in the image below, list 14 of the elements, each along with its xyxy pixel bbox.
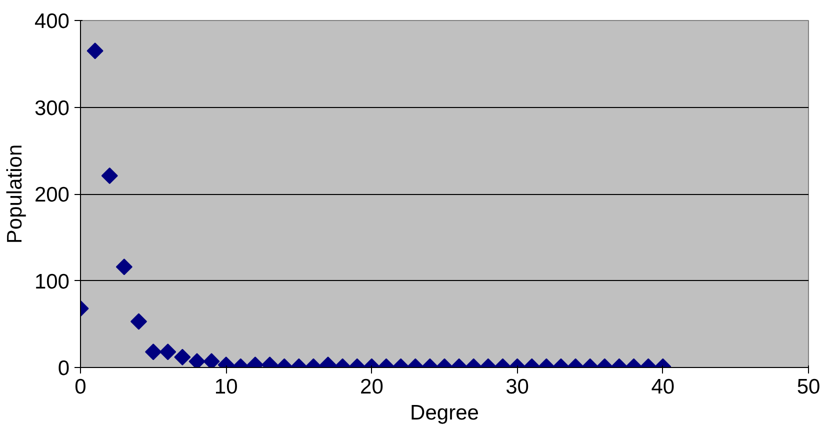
point [101,168,118,184]
x-axis-title: Degree [410,402,479,424]
x-tick-label: 10 [214,376,238,398]
x-tick-label: 20 [360,376,384,398]
x-tick-label: 0 [74,376,86,398]
x-tick-label: 40 [651,376,675,398]
x-tick-label: 30 [506,376,529,398]
y-axis-title: Population [3,144,26,244]
y-tick-label: 300 [34,96,70,120]
x-tick-label: 50 [796,376,820,398]
y-tick-label: 200 [34,184,70,206]
y-tick-label: 400 [34,10,70,33]
y-tick-label: 100 [34,270,70,294]
y-tick-label: 0 [58,357,70,380]
